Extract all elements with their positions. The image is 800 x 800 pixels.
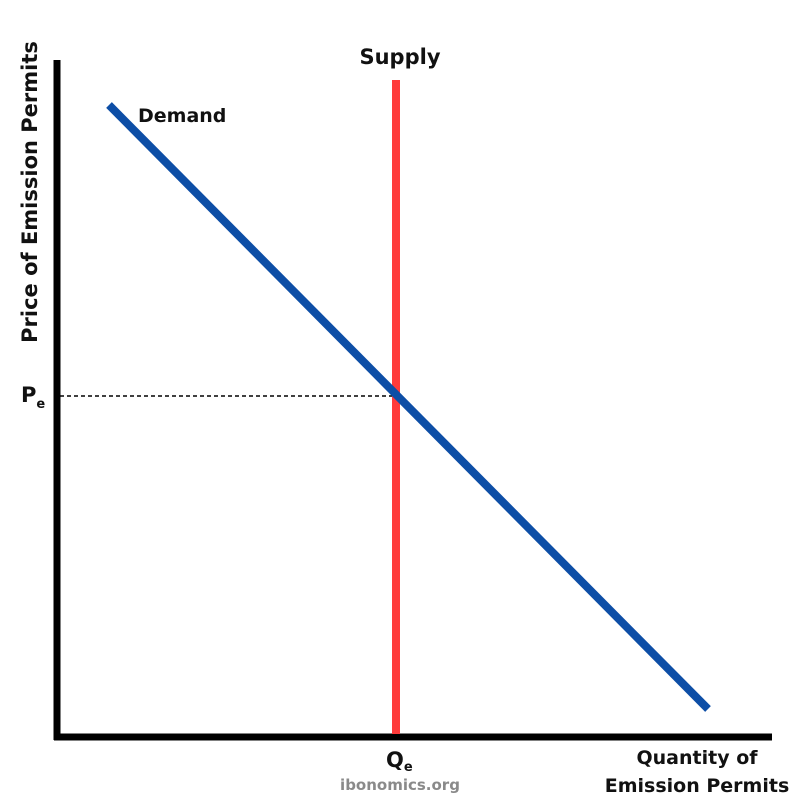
equilibrium-quantity-label: Qe <box>386 748 413 775</box>
demand-curve <box>106 102 711 712</box>
quantity-letter: Q <box>386 748 404 772</box>
equilibrium-price-label: Pe <box>21 383 45 412</box>
supply-label: Supply <box>359 45 440 69</box>
x-axis-label-line2: Emission Permits <box>605 775 790 797</box>
quantity-subscript: e <box>404 760 413 775</box>
price-letter: P <box>21 383 36 407</box>
watermark: ibonomics.org <box>340 776 460 794</box>
demand-label: Demand <box>138 105 226 127</box>
price-subscript: e <box>36 397 45 412</box>
y-axis-label: Price of Emission Permits <box>18 41 42 343</box>
x-axis-label-line1: Quantity of <box>636 747 758 769</box>
